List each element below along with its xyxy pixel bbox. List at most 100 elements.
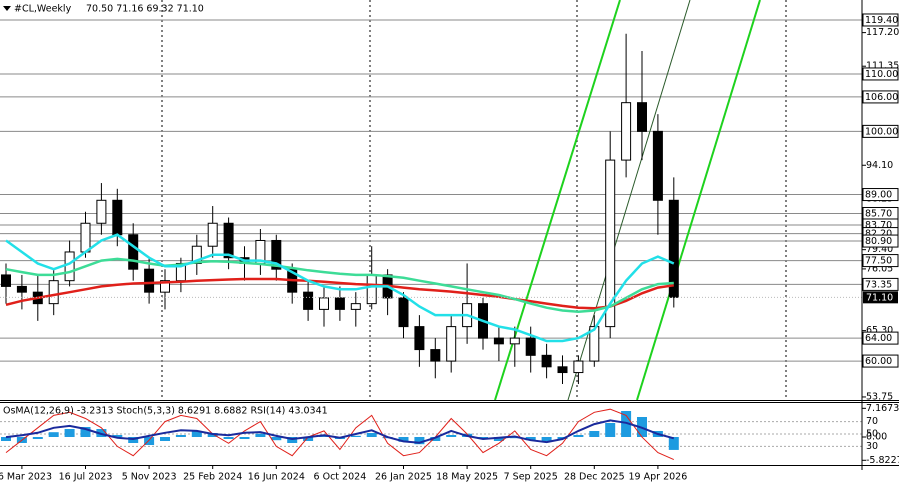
osma-bar xyxy=(509,437,520,439)
osma-tick-label: 7.1673 xyxy=(866,403,899,414)
level-label-box xyxy=(862,90,899,104)
candle-body xyxy=(637,102,647,132)
indicator-panel xyxy=(0,408,862,461)
x-tick-label: 26 Mar 2023 xyxy=(0,472,52,483)
candle-body xyxy=(334,297,345,310)
candle-body xyxy=(541,354,552,368)
candle-body xyxy=(207,222,218,247)
candle-body xyxy=(557,366,568,374)
osma-bar xyxy=(541,437,552,441)
level-label: 110.00 xyxy=(865,69,898,80)
price-panel xyxy=(0,0,862,400)
channel-line xyxy=(494,0,621,400)
menu-arrow[interactable] xyxy=(3,6,11,11)
osc-tick-label: 30 xyxy=(866,441,878,452)
candle-body xyxy=(493,337,504,345)
osma-bar xyxy=(525,437,536,441)
candle-body xyxy=(668,199,679,298)
osma-bar xyxy=(430,437,441,441)
level-label: 106.00 xyxy=(865,92,898,103)
y-tick-label: 65.30 xyxy=(866,325,893,336)
osma-tick-label: 0.00 xyxy=(866,432,887,443)
level-label: 82.20 xyxy=(865,229,892,240)
osma-bar xyxy=(350,435,361,437)
osma-bar xyxy=(303,437,314,441)
level-label: 80.90 xyxy=(865,236,892,247)
y-tick-label: 111.35 xyxy=(866,61,899,72)
osma-bar xyxy=(271,437,282,441)
osma-bar xyxy=(175,435,186,437)
candle-body xyxy=(303,291,314,310)
indicator-title: OsMA(12,26,9) -3.2313 Stoch(5,3,3) 8.629… xyxy=(3,406,328,417)
candle-body xyxy=(160,280,170,293)
moving-average xyxy=(5,233,675,343)
candles xyxy=(1,33,679,385)
candle-body xyxy=(430,349,441,362)
osma-bar xyxy=(319,436,329,437)
level-label: 83.70 xyxy=(865,220,892,231)
osma-bar xyxy=(1,437,11,441)
level-label: 85.70 xyxy=(865,208,892,219)
osma-bar xyxy=(573,435,584,437)
osma-bar xyxy=(493,437,504,441)
ohlc-values: 70.50 71.16 69.32 71.10 xyxy=(86,4,204,15)
level-label-box xyxy=(862,188,899,202)
level-label-box xyxy=(862,13,899,27)
candle-body xyxy=(144,268,155,293)
osma-bar xyxy=(64,429,75,437)
osma-bar xyxy=(668,437,679,450)
moving-average xyxy=(5,257,674,313)
osma-bar xyxy=(589,431,600,437)
osc-tick-label: 70 xyxy=(866,416,878,427)
last-price-label: 71.10 xyxy=(866,292,893,303)
candle-body xyxy=(589,326,600,362)
candle-body xyxy=(80,222,91,253)
x-tick-label: 26 Jan 2025 xyxy=(375,472,432,483)
x-tick-label: 19 Apr 2026 xyxy=(629,472,688,483)
period-separators xyxy=(161,0,787,400)
y-tick-label: 94.10 xyxy=(866,160,893,171)
osma-bar xyxy=(191,431,202,437)
osma-bar xyxy=(144,437,155,445)
candle-body xyxy=(271,239,282,270)
stoch-line xyxy=(5,408,675,461)
candle-body xyxy=(366,274,377,305)
level-label: 89.00 xyxy=(865,190,892,201)
y-tick-label: 79.40 xyxy=(866,244,893,255)
y-tick-label: 53.75 xyxy=(866,391,893,402)
osma-bar xyxy=(414,437,425,445)
osma-bar xyxy=(446,435,457,437)
candle-body xyxy=(128,234,139,270)
candle-body xyxy=(525,337,536,356)
level-label-box xyxy=(862,277,899,291)
candle-body xyxy=(112,199,123,236)
level-label: 100.00 xyxy=(865,126,898,137)
last-price-box xyxy=(863,291,898,304)
candle-body xyxy=(1,274,11,287)
candle-body xyxy=(621,102,632,161)
level-label: 60.00 xyxy=(865,356,892,367)
rsi-line xyxy=(5,419,675,444)
osma-bar xyxy=(621,411,632,437)
osma-bar xyxy=(80,427,91,437)
level-label: 77.50 xyxy=(865,256,892,267)
candle-body xyxy=(605,159,616,328)
candle-body xyxy=(509,337,520,345)
level-label-box xyxy=(862,254,899,268)
candle-body xyxy=(414,326,425,351)
y-tick-label: 76.05 xyxy=(866,263,893,274)
osma-bar xyxy=(32,437,43,439)
channel-line xyxy=(636,0,761,400)
candle-body xyxy=(350,303,361,310)
candle-body xyxy=(446,326,457,362)
symbol-title: #CL,Weekly xyxy=(14,4,72,15)
level-label-box xyxy=(862,67,899,81)
osma-bar xyxy=(239,437,250,439)
x-tick-label: 16 Jul 2023 xyxy=(59,472,113,483)
moving-average xyxy=(5,277,674,310)
candle-body xyxy=(16,285,27,293)
osma-bar xyxy=(366,433,377,437)
level-label-box xyxy=(862,354,899,368)
